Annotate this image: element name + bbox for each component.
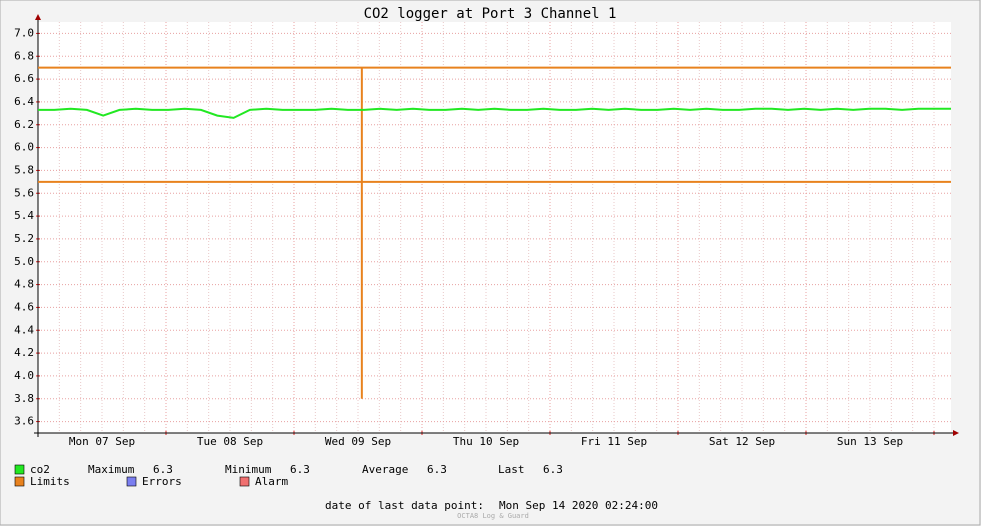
y-tick-label: 5.8 bbox=[14, 163, 34, 176]
y-tick-label: 4.6 bbox=[14, 300, 34, 313]
y-tick-label: 3.8 bbox=[14, 392, 34, 405]
stat-label: Average bbox=[362, 463, 408, 476]
y-tick-label: 7.0 bbox=[14, 26, 34, 39]
x-tick-label: Thu 10 Sep bbox=[453, 435, 519, 448]
stat-label: Last bbox=[498, 463, 525, 476]
stat-value: 6.3 bbox=[290, 463, 310, 476]
plot-area bbox=[38, 22, 951, 433]
x-tick-label: Sat 12 Sep bbox=[709, 435, 775, 448]
y-tick-label: 4.2 bbox=[14, 346, 34, 359]
y-tick-label: 6.0 bbox=[14, 141, 34, 154]
legend-swatch bbox=[239, 476, 250, 487]
y-tick-label: 4.4 bbox=[14, 323, 34, 336]
x-tick-label: Wed 09 Sep bbox=[325, 435, 391, 448]
y-tick-label: 4.0 bbox=[14, 369, 34, 382]
x-tick-label: Tue 08 Sep bbox=[197, 435, 263, 448]
y-tick-label: 3.6 bbox=[14, 415, 34, 428]
stat-label: Maximum bbox=[88, 463, 135, 476]
y-tick-label: 5.0 bbox=[14, 255, 34, 268]
legend-swatch bbox=[14, 464, 25, 475]
stat-label: Minimum bbox=[225, 463, 272, 476]
x-tick-label: Mon 07 Sep bbox=[69, 435, 135, 448]
y-tick-label: 6.6 bbox=[14, 72, 34, 85]
y-arrow bbox=[35, 14, 41, 20]
chart-title: CO2 logger at Port 3 Channel 1 bbox=[364, 6, 617, 22]
y-tick-label: 6.2 bbox=[14, 118, 34, 131]
x-tick-label: Fri 11 Sep bbox=[581, 435, 647, 448]
watermark: OCTA8 Log & Guard bbox=[457, 512, 529, 520]
y-tick-label: 5.2 bbox=[14, 232, 34, 245]
y-tick-label: 6.4 bbox=[14, 95, 34, 108]
y-tick-label: 5.4 bbox=[14, 209, 34, 222]
footer-label: date of last data point: bbox=[325, 499, 484, 512]
y-tick-label: 6.8 bbox=[14, 49, 34, 62]
footer-date: Mon Sep 14 2020 02:24:00 bbox=[499, 499, 658, 512]
legend-label: Errors bbox=[142, 475, 182, 488]
legend-label: Alarm bbox=[255, 475, 288, 488]
legend-swatch bbox=[14, 476, 25, 487]
y-tick-label: 4.8 bbox=[14, 278, 34, 291]
series-line bbox=[38, 107, 951, 119]
y-tick-label: 5.6 bbox=[14, 186, 34, 199]
legend-swatch bbox=[126, 476, 137, 487]
x-tick-label: Sun 13 Sep bbox=[837, 435, 903, 448]
legend-label: Limits bbox=[30, 475, 70, 488]
stat-value: 6.3 bbox=[153, 463, 173, 476]
legend-label: co2 bbox=[30, 463, 50, 476]
x-arrow bbox=[953, 430, 959, 436]
stat-value: 6.3 bbox=[427, 463, 447, 476]
stat-value: 6.3 bbox=[543, 463, 563, 476]
